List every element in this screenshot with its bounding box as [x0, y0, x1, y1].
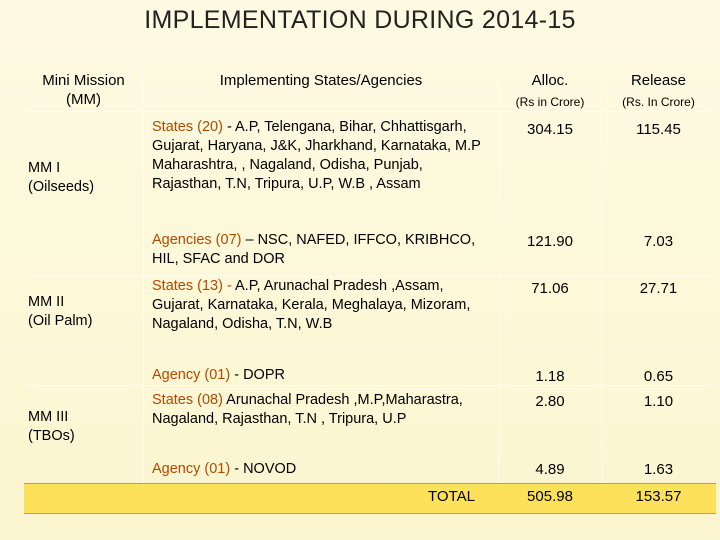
- header-release: Release (Rs. In Crore): [601, 71, 716, 112]
- release-value: 7.03: [643, 233, 674, 250]
- mission-name: MM I: [28, 160, 61, 176]
- row-label: Agency (01): [152, 461, 231, 477]
- implementation-table: Mini Mission (MM) Implementing States/Ag…: [24, 63, 716, 514]
- mission-subtitle: (Oil Palm): [28, 313, 93, 329]
- mission-subtitle: (TBOs): [28, 428, 75, 444]
- alloc-value: 121.90: [527, 233, 573, 250]
- mission-name: MM III: [28, 409, 69, 425]
- row-divider: [24, 385, 716, 386]
- header-release-label: Release: [630, 72, 687, 89]
- header-mission-label: Mini Mission (MM): [42, 72, 125, 108]
- total-release: 153.57: [635, 488, 682, 505]
- release-value: 1.63: [643, 461, 674, 478]
- mission-mm3: MM III (TBOs): [28, 408, 143, 446]
- alloc-value: 1.18: [535, 368, 565, 385]
- table-row-text: Agencies (07) – NSC, NAFED, IFFCO, KRIBH…: [146, 231, 499, 269]
- mission-mm1: MM I (Oilseeds): [28, 159, 143, 197]
- alloc-value: 304.15: [527, 121, 573, 138]
- table-row-text: States (08) Arunachal Pradesh ,M.P,Mahar…: [146, 391, 499, 429]
- alloc-value: 4.89: [535, 461, 565, 478]
- alloc-value: 2.80: [535, 393, 565, 410]
- mission-mm2: MM II (Oil Palm): [28, 293, 143, 331]
- total-label: TOTAL: [428, 488, 475, 505]
- total-alloc: 505.98: [527, 488, 573, 505]
- release-value: 0.65: [643, 368, 674, 385]
- row-label: States (13) -: [152, 278, 232, 294]
- row-label: States (20): [152, 119, 223, 135]
- row-detail: - DOPR: [230, 367, 285, 383]
- row-divider: [24, 276, 716, 277]
- table-row-text: States (13) - A.P, Arunachal Pradesh ,As…: [146, 277, 499, 334]
- mission-subtitle: (Oilseeds): [28, 179, 95, 195]
- row-detail: - A.P, Telengana, Bihar, Chhattisgarh, G…: [152, 119, 481, 192]
- release-value: 27.71: [639, 280, 678, 297]
- table-row-text: Agency (01) - NOVOD: [146, 460, 499, 479]
- release-value: 115.45: [636, 121, 681, 138]
- column-divider: [499, 63, 500, 483]
- row-detail: A.P, Arunachal Pradesh ,Assam, Gujarat, …: [152, 278, 471, 332]
- row-detail: - NOVOD: [230, 461, 297, 477]
- release-value: 1.10: [643, 393, 674, 410]
- table-row-text: Agency (01) - DOPR: [146, 366, 499, 385]
- page-title: IMPLEMENTATION DURING 2014-15: [144, 6, 576, 34]
- row-label: States (08): [152, 392, 223, 408]
- total-row: [24, 483, 716, 514]
- header-alloc-label: Alloc.: [531, 72, 569, 89]
- row-divider: [24, 111, 716, 112]
- alloc-value: 71.06: [531, 280, 569, 297]
- header-alloc-unit: (Rs in Crore): [515, 95, 585, 109]
- row-label: Agencies (07): [152, 232, 242, 248]
- row-detail: – NSC, NAFED, IFFCO, KRIBHCO, HIL, SFAC …: [152, 232, 476, 267]
- header-mission: Mini Mission (MM): [24, 71, 143, 109]
- header-alloc: Alloc. (Rs in Crore): [499, 71, 601, 112]
- row-detail: Arunachal Pradesh ,M.P,Maharastra, Nagal…: [152, 392, 463, 427]
- header-agencies: Implementing States/Agencies: [219, 72, 423, 89]
- column-divider: [143, 63, 144, 483]
- column-divider: [601, 63, 602, 483]
- table-row-text: States (20) - A.P, Telengana, Bihar, Chh…: [146, 118, 499, 194]
- header-release-unit: (Rs. In Crore): [622, 95, 695, 109]
- mission-name: MM II: [28, 294, 65, 310]
- row-label: Agency (01): [152, 367, 231, 383]
